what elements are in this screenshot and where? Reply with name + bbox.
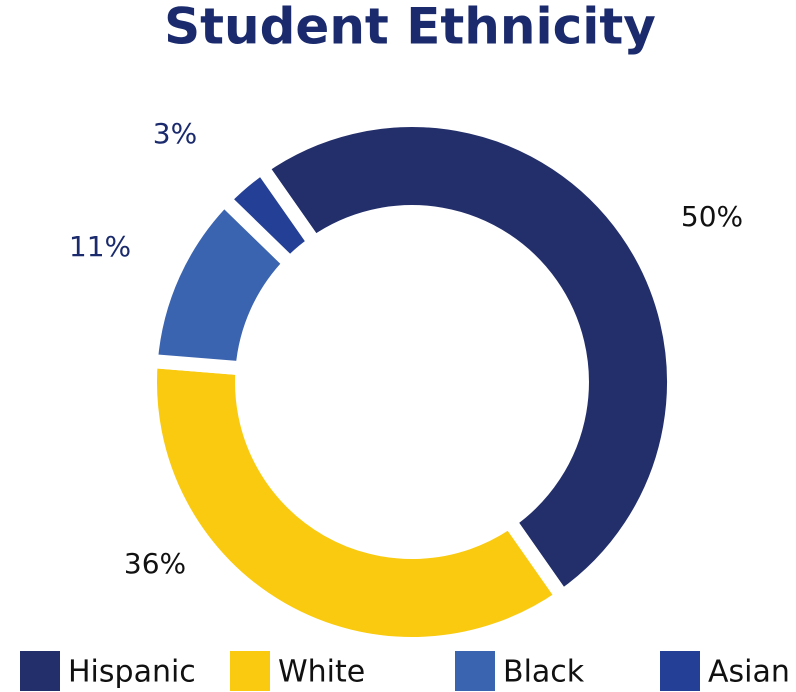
- chart-title: Student Ethnicity: [164, 0, 656, 56]
- legend-label: Hispanic: [68, 655, 196, 690]
- data-label: 50%: [681, 200, 743, 233]
- legend-label: White: [278, 655, 365, 690]
- legend-swatch: [455, 651, 495, 691]
- legend-swatch: [230, 651, 270, 691]
- legend-swatch: [660, 651, 700, 691]
- legend-label: Asian: [708, 655, 790, 690]
- data-label: 3%: [153, 117, 197, 150]
- donut-segment: [214, 157, 325, 274]
- legend-swatch: [20, 651, 60, 691]
- legend-label: Black: [503, 655, 585, 690]
- donut-segment: [143, 353, 573, 651]
- data-label: 11%: [69, 230, 131, 263]
- donut-segment: [251, 113, 681, 607]
- data-label: 36%: [124, 547, 186, 580]
